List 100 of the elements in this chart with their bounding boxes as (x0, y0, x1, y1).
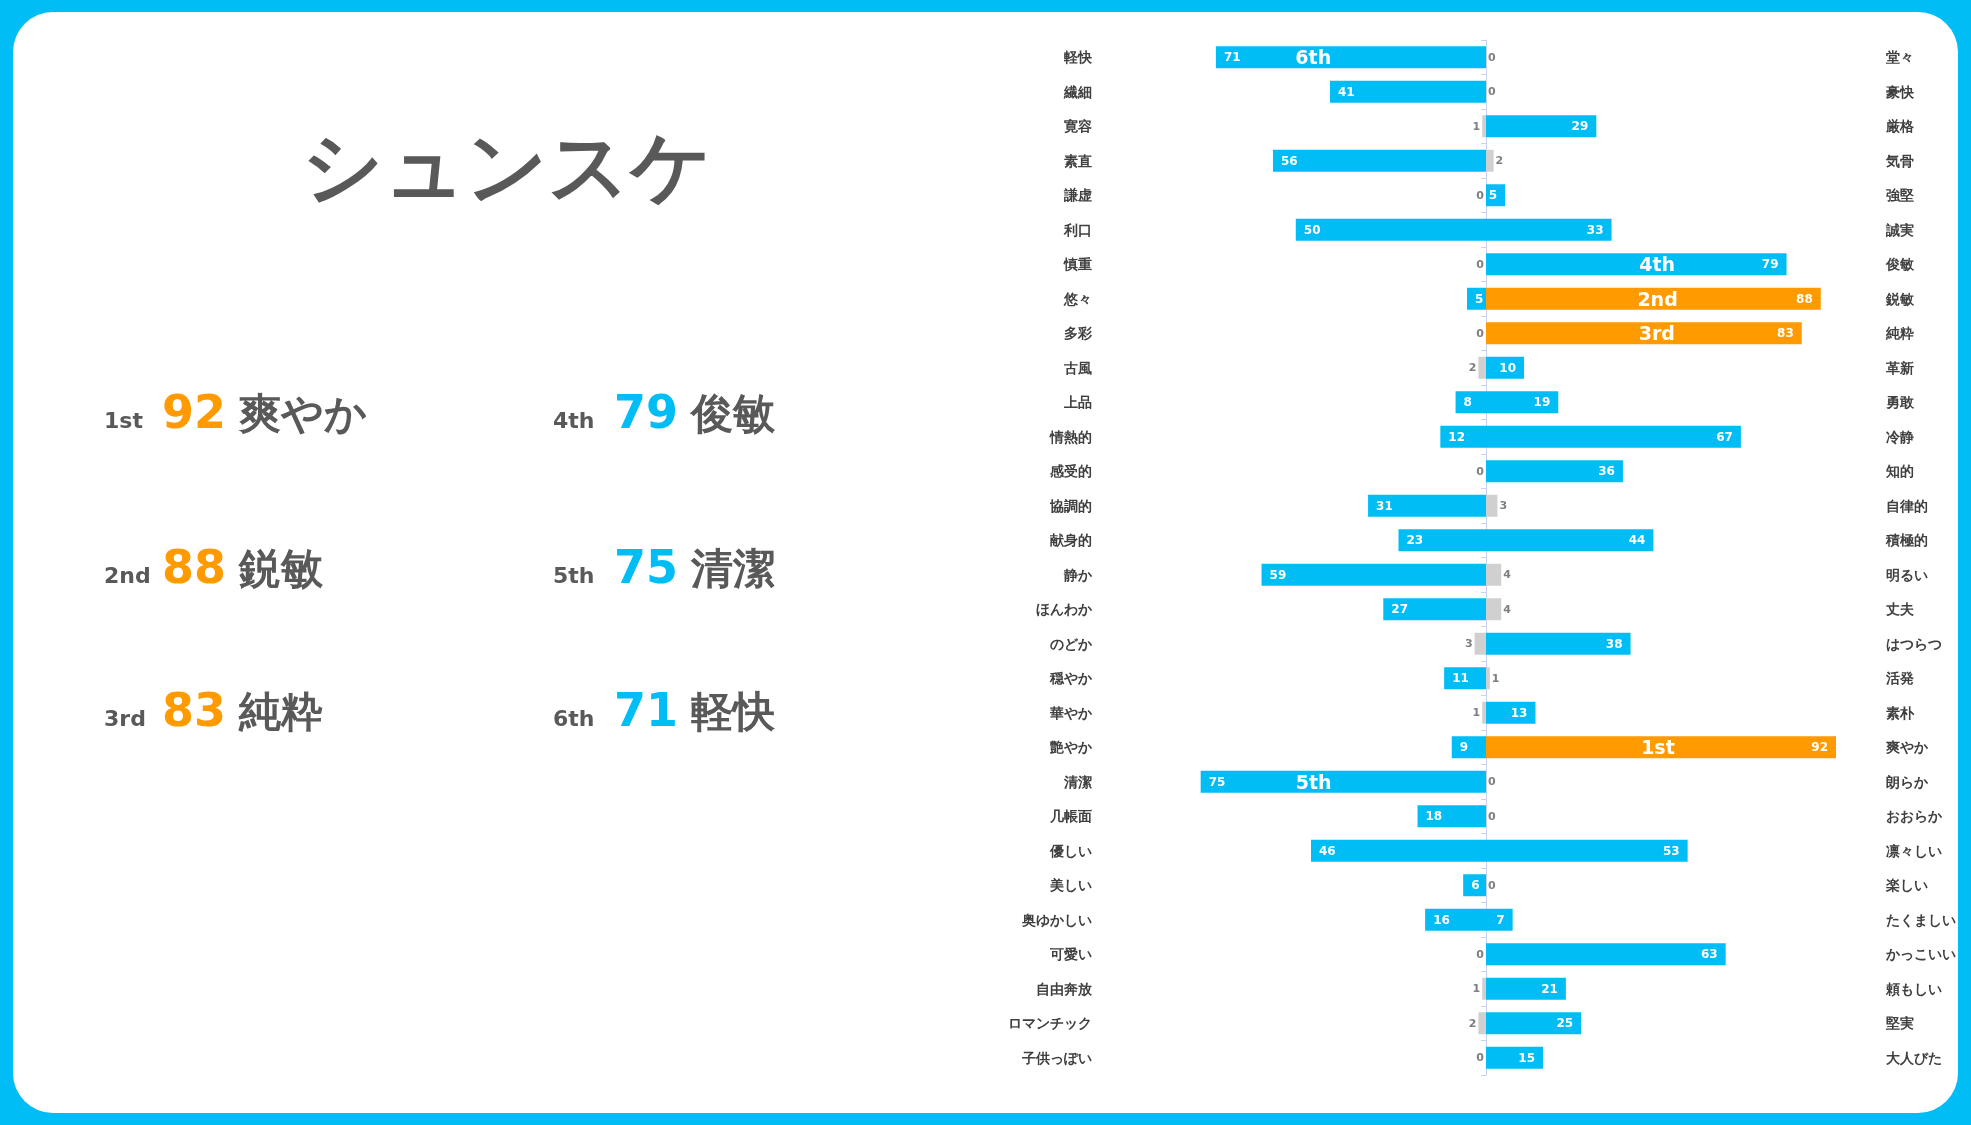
y-tick-label: 厳格 (1885, 118, 1915, 135)
data-label: 0 (1476, 464, 1485, 478)
data-label: 71 (1223, 50, 1241, 65)
y-tick-label: 謙虚 (1063, 187, 1092, 204)
data-label: 8 (1463, 395, 1472, 410)
bar (1486, 149, 1494, 172)
y-tick-label: 繊細 (1063, 83, 1092, 100)
y-tick-label: 優しい (1049, 842, 1092, 859)
data-label: 0 (1488, 50, 1496, 64)
bar (1482, 977, 1486, 1000)
y-tick-label: 朗らか (1886, 773, 1929, 790)
bar (1478, 1012, 1486, 1035)
annotation: 4th (1639, 253, 1676, 276)
y-tick-label: 豪快 (1885, 83, 1915, 100)
text: 83 (162, 683, 227, 737)
bar (1486, 563, 1502, 586)
y-tick-label: 凛々しい (1886, 842, 1942, 859)
data-label: 67 (1716, 429, 1733, 444)
bar (1478, 356, 1486, 379)
data-label: 41 (1338, 84, 1355, 99)
data-label: 6 (1471, 878, 1480, 893)
y-tick-label: 素朴 (1886, 704, 1915, 721)
y-tick-label: 冷静 (1886, 428, 1914, 445)
data-label: 3 (1464, 637, 1473, 651)
data-label: 25 (1556, 1016, 1574, 1031)
data-label: 79 (1761, 257, 1779, 272)
y-tick-label: 知的 (1885, 463, 1914, 480)
data-label: 83 (1777, 326, 1794, 341)
data-label: 21 (1541, 981, 1558, 996)
y-tick-label: 奥ゆかしい (1021, 911, 1092, 928)
y-tick-label: 利口 (1063, 221, 1092, 238)
data-label: 0 (1476, 326, 1485, 340)
y-tick-label: 頼もしい (1885, 980, 1942, 997)
bar (1451, 736, 1486, 759)
data-label: 0 (1476, 947, 1485, 961)
data-label: 3 (1499, 499, 1508, 513)
data-label: 1 (1472, 119, 1481, 133)
data-label: 46 (1319, 843, 1336, 858)
y-tick-label: 鋭敏 (1885, 290, 1915, 307)
data-label: 36 (1598, 464, 1615, 479)
bar (1486, 253, 1787, 276)
y-tick-label: 華やか (1049, 704, 1093, 721)
annotation: 2nd (1637, 287, 1678, 310)
data-label: 2 (1468, 1016, 1477, 1030)
y-tick-label: 堂々 (1885, 49, 1914, 66)
y-tick-label: 悠々 (1063, 290, 1092, 307)
bar (1486, 494, 1498, 517)
bar (1486, 460, 1623, 483)
data-label: 0 (1476, 257, 1485, 271)
y-tick-label: 純粋 (1885, 325, 1914, 342)
data-label: 2 (1495, 154, 1504, 168)
bar (1417, 805, 1486, 828)
y-tick-label: 素直 (1064, 152, 1092, 169)
bar (1486, 598, 1502, 621)
data-label: 0 (1488, 878, 1496, 892)
data-label: 88 (1796, 291, 1813, 306)
y-tick-label: 大人びた (1886, 1049, 1942, 1066)
data-label: 5 (1474, 291, 1484, 306)
bar (1482, 701, 1486, 724)
y-tick-label: 美しい (1049, 877, 1092, 894)
text: 5th (553, 563, 596, 588)
text: 清潔 (691, 543, 775, 595)
bar (1486, 667, 1490, 690)
y-tick-label: 感受的 (1049, 463, 1092, 480)
data-label: 27 (1391, 602, 1408, 617)
data-label: 12 (1448, 429, 1466, 444)
y-tick-label: 勇敢 (1885, 394, 1915, 411)
y-tick-label: ロマンチック (1008, 1015, 1092, 1032)
data-label: 4 (1503, 568, 1512, 582)
bar (1330, 80, 1486, 103)
y-tick-label: はつらつ (1886, 635, 1942, 652)
bar (1486, 1046, 1544, 1069)
text: 92 (162, 385, 227, 439)
y-tick-label: 協調的 (1049, 497, 1092, 514)
text: シュンスケ (302, 120, 712, 213)
annotation: 5th (1295, 770, 1332, 793)
text: 俊敏 (691, 388, 775, 440)
y-tick-label: 軽快 (1063, 49, 1093, 66)
y-tick-label: 誠実 (1885, 221, 1914, 238)
data-label: 19 (1533, 395, 1551, 410)
data-label: 5 (1488, 188, 1498, 203)
y-tick-label: たくましい (1886, 911, 1956, 928)
y-tick-label: かっこいい (1885, 946, 1956, 963)
y-tick-label: のどか (1050, 635, 1093, 652)
data-label: 4 (1503, 602, 1512, 616)
bar (1474, 632, 1486, 655)
y-tick-label: 情熱的 (1049, 428, 1092, 445)
y-tick-label: 子供っぽい (1021, 1049, 1092, 1066)
data-label: 23 (1406, 533, 1424, 548)
data-label: 11 (1452, 671, 1469, 686)
data-label: 33 (1586, 222, 1604, 237)
text: 爽やか (239, 388, 367, 440)
text: 75 (614, 540, 679, 594)
data-label: 1 (1472, 706, 1481, 720)
y-tick-label: 積極的 (1885, 532, 1928, 549)
y-tick-label: 清潔 (1063, 773, 1092, 790)
y-tick-label: 几帳面 (1049, 808, 1092, 825)
bar (1463, 874, 1486, 897)
y-tick-label: 慎重 (1063, 256, 1092, 273)
y-tick-label: 寛容 (1064, 118, 1092, 135)
